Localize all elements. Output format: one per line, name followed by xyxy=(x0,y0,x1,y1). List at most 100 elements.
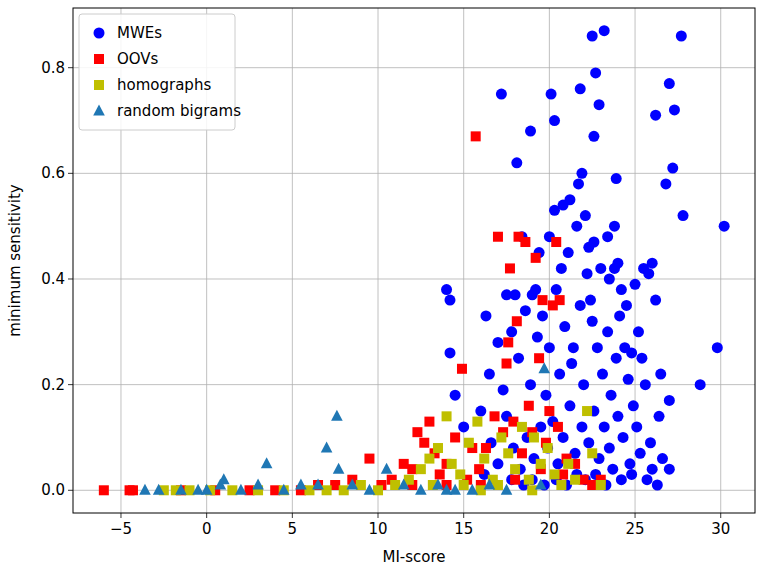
point xyxy=(128,485,138,495)
tick-label: 0 xyxy=(202,520,212,538)
tick xyxy=(378,513,379,518)
point xyxy=(575,300,586,311)
point xyxy=(654,411,665,422)
point xyxy=(525,379,536,390)
point xyxy=(339,485,349,495)
grid xyxy=(73,8,755,513)
point xyxy=(576,421,587,432)
tick-label: 25 xyxy=(626,520,645,538)
point xyxy=(604,273,615,284)
point xyxy=(261,457,273,468)
point xyxy=(333,463,345,474)
series xyxy=(159,406,606,495)
point xyxy=(450,390,461,401)
point xyxy=(678,210,689,221)
point xyxy=(505,263,515,273)
point xyxy=(484,479,496,490)
legend-marker xyxy=(94,80,104,90)
point xyxy=(466,484,478,495)
point xyxy=(676,30,687,41)
chart: −50510152025300.00.20.40.60.8MI-scoremin… xyxy=(0,0,765,570)
point xyxy=(484,369,495,380)
point xyxy=(503,448,513,458)
point xyxy=(587,448,597,458)
point xyxy=(614,310,625,321)
point xyxy=(480,310,491,321)
point xyxy=(447,459,457,469)
x-axis-label: MI-score xyxy=(382,548,445,566)
point xyxy=(695,379,706,390)
point xyxy=(575,83,586,94)
point xyxy=(441,284,452,295)
point xyxy=(607,464,618,475)
point xyxy=(510,464,520,474)
point xyxy=(558,469,568,479)
point xyxy=(510,289,521,300)
background xyxy=(0,0,765,570)
point xyxy=(139,484,151,495)
legend-label: random bigrams xyxy=(117,102,241,120)
point xyxy=(517,448,527,458)
point xyxy=(611,173,622,184)
point xyxy=(492,337,503,348)
point xyxy=(492,458,503,469)
legend-label: homographs xyxy=(117,76,211,94)
point xyxy=(503,337,513,347)
point xyxy=(664,78,675,89)
point xyxy=(616,284,627,295)
grid-line xyxy=(635,8,636,513)
point xyxy=(415,484,427,495)
point xyxy=(510,475,520,485)
point xyxy=(538,295,548,305)
legend-label: MWEs xyxy=(117,24,162,42)
point xyxy=(633,326,644,337)
tick xyxy=(292,513,293,518)
point xyxy=(643,268,654,279)
point xyxy=(458,421,469,432)
point xyxy=(278,484,290,495)
legend: MWEsOOVshomographsrandom bigrams xyxy=(79,14,241,130)
point xyxy=(433,443,443,453)
legend-marker xyxy=(94,28,105,39)
point xyxy=(636,353,647,364)
point xyxy=(563,247,574,258)
point xyxy=(457,364,467,374)
point xyxy=(626,469,637,480)
point xyxy=(496,432,506,442)
point xyxy=(525,126,536,137)
point xyxy=(517,422,527,432)
point xyxy=(524,401,534,411)
point xyxy=(493,232,503,242)
point xyxy=(669,104,680,115)
tick xyxy=(68,67,73,68)
point xyxy=(664,395,675,406)
point xyxy=(631,421,642,432)
point xyxy=(564,400,575,411)
legend-marker xyxy=(94,54,104,64)
point xyxy=(599,421,610,432)
point xyxy=(585,295,596,306)
point xyxy=(667,163,678,174)
point xyxy=(655,369,666,380)
point xyxy=(624,458,635,469)
point xyxy=(321,442,333,453)
point xyxy=(582,268,593,279)
tick-label: 30 xyxy=(711,520,730,538)
point xyxy=(537,310,548,321)
point xyxy=(450,432,460,442)
point xyxy=(578,379,589,390)
point xyxy=(538,362,550,373)
tick xyxy=(68,278,73,279)
point xyxy=(459,480,469,490)
point xyxy=(175,484,187,495)
point xyxy=(527,485,537,495)
point xyxy=(534,353,544,363)
point xyxy=(599,25,610,36)
point xyxy=(628,400,639,411)
point xyxy=(566,358,577,369)
point xyxy=(592,342,603,353)
tick-label: 0.0 xyxy=(41,481,65,499)
point xyxy=(650,110,661,121)
point xyxy=(573,178,584,189)
point xyxy=(432,479,444,490)
